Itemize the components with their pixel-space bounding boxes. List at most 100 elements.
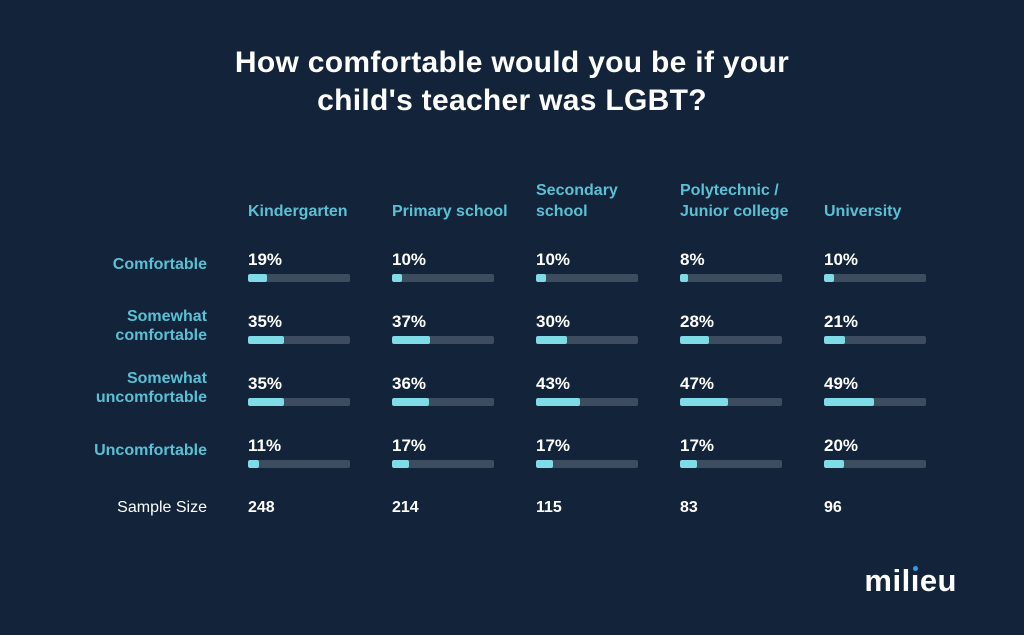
- milieu-logo: milı eu: [864, 563, 957, 599]
- logo-dotless-i-glyph: ı: [910, 563, 920, 598]
- corner-spacer: [65, 222, 248, 230]
- bar-fill: [824, 460, 845, 468]
- bar-fill: [392, 398, 429, 406]
- bar-track: [824, 460, 926, 468]
- sample-size-value-0: 248: [248, 499, 275, 516]
- bar-fill: [680, 274, 689, 282]
- column-header-2: Secondary school: [536, 182, 618, 220]
- sample-size-label: Sample Size: [117, 499, 207, 516]
- data-cell-1-2: 30%: [536, 292, 680, 354]
- column-header-1: Primary school: [392, 203, 508, 220]
- percent-value: 17%: [680, 436, 715, 455]
- bar-track: [248, 398, 350, 406]
- bar-fill: [824, 336, 846, 344]
- percent-value: 49%: [824, 374, 859, 393]
- sample-size-value-1: 214: [392, 499, 419, 516]
- data-cell-2-4: 49%: [824, 354, 968, 416]
- bar-fill: [536, 336, 567, 344]
- logo-text-eu: eu: [919, 563, 957, 598]
- bar-track: [248, 274, 350, 282]
- bar-track: [824, 336, 926, 344]
- bar-track: [536, 398, 638, 406]
- sample-size-value-4: 96: [824, 499, 842, 516]
- bar-fill: [248, 336, 284, 344]
- percent-value: 21%: [824, 312, 859, 331]
- percent-value: 47%: [680, 374, 715, 393]
- percent-value: 17%: [392, 436, 427, 455]
- data-cell-0-0: 19%: [248, 230, 392, 292]
- data-cell-3-3: 17%: [680, 416, 824, 478]
- data-cell-2-3: 47%: [680, 354, 824, 416]
- bar-fill: [248, 398, 284, 406]
- data-cell-3-2: 17%: [536, 416, 680, 478]
- percent-value: 11%: [248, 436, 282, 455]
- column-header-4: University: [824, 203, 902, 220]
- bar-track: [392, 398, 494, 406]
- bar-track: [392, 460, 494, 468]
- data-cell-0-2: 10%: [536, 230, 680, 292]
- bar-fill: [680, 398, 728, 406]
- comfort-table: Kindergarten Primary school Secondary scho…: [65, 172, 968, 530]
- bar-fill: [536, 398, 580, 406]
- percent-value: 10%: [392, 250, 427, 269]
- bar-track: [680, 460, 782, 468]
- row-label-0: Comfortable: [112, 255, 207, 273]
- bar-track: [536, 336, 638, 344]
- data-cell-1-4: 21%: [824, 292, 968, 354]
- bar-track: [824, 274, 926, 282]
- percent-value: 8%: [680, 250, 705, 269]
- percent-value: 36%: [392, 374, 427, 393]
- bar-fill: [680, 460, 698, 468]
- data-cell-1-1: 37%: [392, 292, 536, 354]
- bar-fill: [536, 274, 547, 282]
- percent-value: 28%: [680, 312, 715, 331]
- data-cell-1-0: 35%: [248, 292, 392, 354]
- row-label-2: Somewhat uncomfortable: [95, 370, 207, 406]
- data-cell-3-4: 20%: [824, 416, 968, 478]
- percent-value: 17%: [536, 436, 571, 455]
- data-cell-3-1: 17%: [392, 416, 536, 478]
- column-header-3: Polytechnic / Junior college: [680, 182, 789, 220]
- bar-fill: [392, 336, 430, 344]
- bar-track: [248, 460, 350, 468]
- bar-fill: [680, 336, 709, 344]
- bar-fill: [824, 274, 835, 282]
- bar-fill: [536, 460, 554, 468]
- bar-track: [536, 274, 638, 282]
- data-cell-2-2: 43%: [536, 354, 680, 416]
- row-label-3: Uncomfortable: [94, 441, 207, 459]
- percent-value: 30%: [536, 312, 571, 331]
- logo-text-mil: mil: [864, 563, 911, 598]
- chart-title: How comfortable would you be if your chi…: [234, 46, 790, 117]
- data-cell-0-4: 10%: [824, 230, 968, 292]
- percent-value: 19%: [248, 250, 283, 269]
- row-label-1: Somewhat comfortable: [115, 308, 207, 344]
- data-cell-2-0: 35%: [248, 354, 392, 416]
- bar-track: [392, 274, 494, 282]
- sample-size-value-2: 115: [536, 499, 562, 516]
- logo-i-dotless: ı: [911, 563, 920, 599]
- bar-fill: [392, 460, 410, 468]
- bar-fill: [824, 398, 874, 406]
- bar-fill: [248, 460, 260, 468]
- percent-value: 35%: [248, 374, 283, 393]
- percent-value: 37%: [392, 312, 427, 331]
- bar-track: [680, 336, 782, 344]
- bar-track: [392, 336, 494, 344]
- data-cell-3-0: 11%: [248, 416, 392, 478]
- sample-size-value-3: 83: [680, 499, 698, 516]
- column-header-0: Kindergarten: [248, 203, 348, 220]
- logo-blue-dot: [913, 566, 919, 571]
- percent-value: 10%: [824, 250, 859, 269]
- bar-fill: [248, 274, 268, 282]
- data-cell-0-1: 10%: [392, 230, 536, 292]
- percent-value: 10%: [536, 250, 571, 269]
- data-cell-1-3: 28%: [680, 292, 824, 354]
- bar-track: [536, 460, 638, 468]
- percent-value: 43%: [536, 374, 571, 393]
- bar-track: [680, 274, 782, 282]
- bar-track: [680, 398, 782, 406]
- data-cell-0-3: 8%: [680, 230, 824, 292]
- percent-value: 20%: [824, 436, 859, 455]
